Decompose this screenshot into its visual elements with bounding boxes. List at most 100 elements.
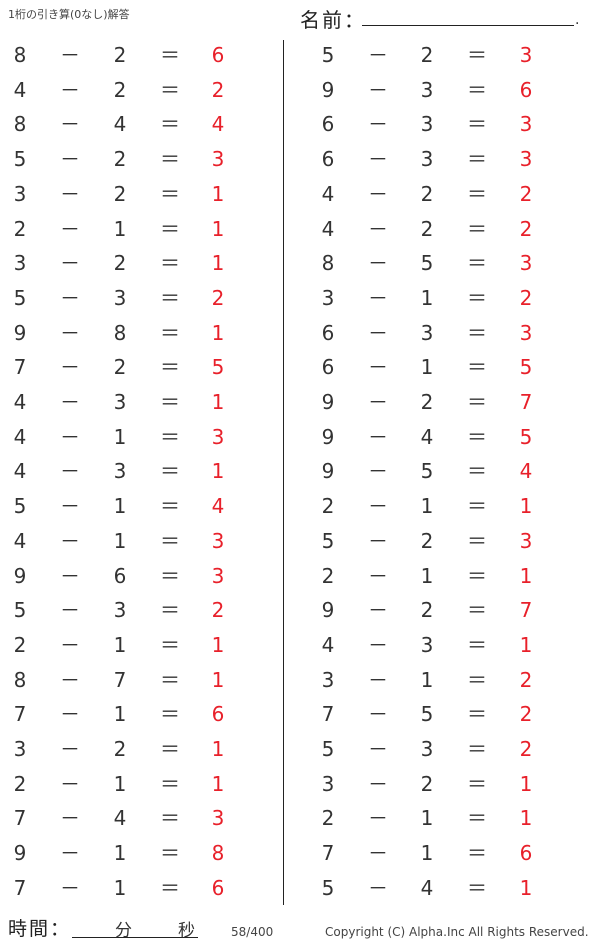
equals-sign: ＝ xyxy=(160,147,180,172)
subtrahend: 7 xyxy=(113,667,127,692)
problem-row: 4 － 3 ＝ 1 xyxy=(0,387,600,417)
subtrahend: 2 xyxy=(113,43,127,67)
problem-row: 4 － 3 ＝ 1 xyxy=(0,630,600,660)
equals-sign: ＝ xyxy=(467,737,487,761)
equals-sign: ＝ xyxy=(467,528,487,553)
answer: 5 xyxy=(211,355,225,380)
minuend: 6 xyxy=(321,112,335,137)
minuend: 5 xyxy=(321,43,335,67)
problem-row: 9 － 5 ＝ 4 xyxy=(0,456,600,486)
minus-sign: － xyxy=(60,251,80,276)
name-field[interactable] xyxy=(362,25,574,26)
subtrahend: 1 xyxy=(113,528,127,553)
answer: 3 xyxy=(211,424,225,449)
minus-sign: － xyxy=(368,494,388,519)
minus-sign: － xyxy=(60,528,80,553)
subtrahend: 1 xyxy=(420,841,434,866)
time-label: 時間： xyxy=(8,918,72,940)
equals-sign: ＝ xyxy=(160,702,180,727)
answer: 7 xyxy=(519,598,533,623)
problem-row: 3 － 2 ＝ 1 xyxy=(0,179,600,209)
problem-row: 5 － 3 ＝ 2 xyxy=(0,595,600,625)
minuend: 6 xyxy=(321,320,335,345)
equals-sign: ＝ xyxy=(467,632,487,657)
answer: 3 xyxy=(519,43,533,67)
subtrahend: 1 xyxy=(113,875,127,900)
minuend: 9 xyxy=(321,390,335,414)
minus-sign: － xyxy=(60,285,80,310)
subtrahend: 4 xyxy=(420,875,434,900)
minuend: 9 xyxy=(13,563,27,588)
subtrahend: 1 xyxy=(113,702,127,727)
equals-sign: ＝ xyxy=(467,598,487,623)
minuend: 9 xyxy=(321,598,335,623)
subtrahend: 1 xyxy=(113,424,127,449)
answer: 2 xyxy=(211,285,225,310)
equals-sign: ＝ xyxy=(467,355,487,380)
problem-row: 2 － 1 ＝ 1 xyxy=(0,630,600,660)
equals-sign: ＝ xyxy=(160,181,180,206)
minuend: 4 xyxy=(321,632,335,657)
minus-sign: － xyxy=(368,632,388,657)
problem-row: 7 － 4 ＝ 3 xyxy=(0,803,600,833)
subtrahend: 2 xyxy=(113,251,127,276)
subtrahend: 4 xyxy=(113,806,127,831)
minuend: 5 xyxy=(13,494,27,519)
answer: 1 xyxy=(519,806,533,831)
minuend: 4 xyxy=(321,216,335,241)
subtrahend: 2 xyxy=(420,771,434,796)
minuend: 3 xyxy=(13,181,27,206)
minuend: 5 xyxy=(13,598,27,623)
problem-row: 9 － 3 ＝ 6 xyxy=(0,75,600,105)
minus-sign: － xyxy=(368,355,388,380)
name-end-dot: . xyxy=(575,12,580,28)
answer: 1 xyxy=(519,494,533,519)
equals-sign: ＝ xyxy=(160,285,180,310)
name-label: 名前： xyxy=(300,8,366,32)
equals-sign: ＝ xyxy=(467,459,487,484)
minus-sign: － xyxy=(368,771,388,796)
minus-sign: － xyxy=(60,43,80,67)
answer: 2 xyxy=(519,737,533,761)
answer: 1 xyxy=(211,216,225,241)
minuend: 2 xyxy=(13,771,27,796)
minus-sign: － xyxy=(60,563,80,588)
equals-sign: ＝ xyxy=(467,667,487,692)
minus-sign: － xyxy=(368,285,388,310)
equals-sign: ＝ xyxy=(467,875,487,900)
answer: 3 xyxy=(211,563,225,588)
minutes-label: 分 xyxy=(115,921,132,941)
answer: 2 xyxy=(519,667,533,692)
equals-sign: ＝ xyxy=(160,424,180,449)
minuend: 2 xyxy=(321,806,335,831)
subtrahend: 8 xyxy=(113,320,127,345)
problem-row: 8 － 4 ＝ 4 xyxy=(0,109,600,139)
answer: 4 xyxy=(211,494,225,519)
equals-sign: ＝ xyxy=(467,216,487,241)
subtrahend: 4 xyxy=(420,424,434,449)
subtrahend: 2 xyxy=(420,390,434,414)
equals-sign: ＝ xyxy=(467,563,487,588)
equals-sign: ＝ xyxy=(160,667,180,692)
problem-row: 6 － 1 ＝ 5 xyxy=(0,352,600,382)
minus-sign: － xyxy=(60,841,80,866)
answer: 2 xyxy=(211,598,225,623)
minus-sign: － xyxy=(60,875,80,900)
problem-row: 5 － 3 ＝ 2 xyxy=(0,734,600,764)
time-field[interactable] xyxy=(72,937,198,938)
problem-row: 8 － 7 ＝ 1 xyxy=(0,665,600,695)
minus-sign: － xyxy=(60,598,80,623)
answer: 8 xyxy=(211,841,225,866)
minus-sign: － xyxy=(368,737,388,761)
problem-row: 9 － 1 ＝ 8 xyxy=(0,838,600,868)
problem-row: 7 － 1 ＝ 6 xyxy=(0,699,600,729)
equals-sign: ＝ xyxy=(160,251,180,276)
equals-sign: ＝ xyxy=(467,181,487,206)
problem-row: 7 － 1 ＝ 6 xyxy=(0,838,600,868)
problem-row: 9 － 2 ＝ 7 xyxy=(0,595,600,625)
minuend: 4 xyxy=(13,459,27,484)
subtrahend: 2 xyxy=(113,737,127,761)
subtrahend: 2 xyxy=(113,77,127,102)
equals-sign: ＝ xyxy=(160,771,180,796)
